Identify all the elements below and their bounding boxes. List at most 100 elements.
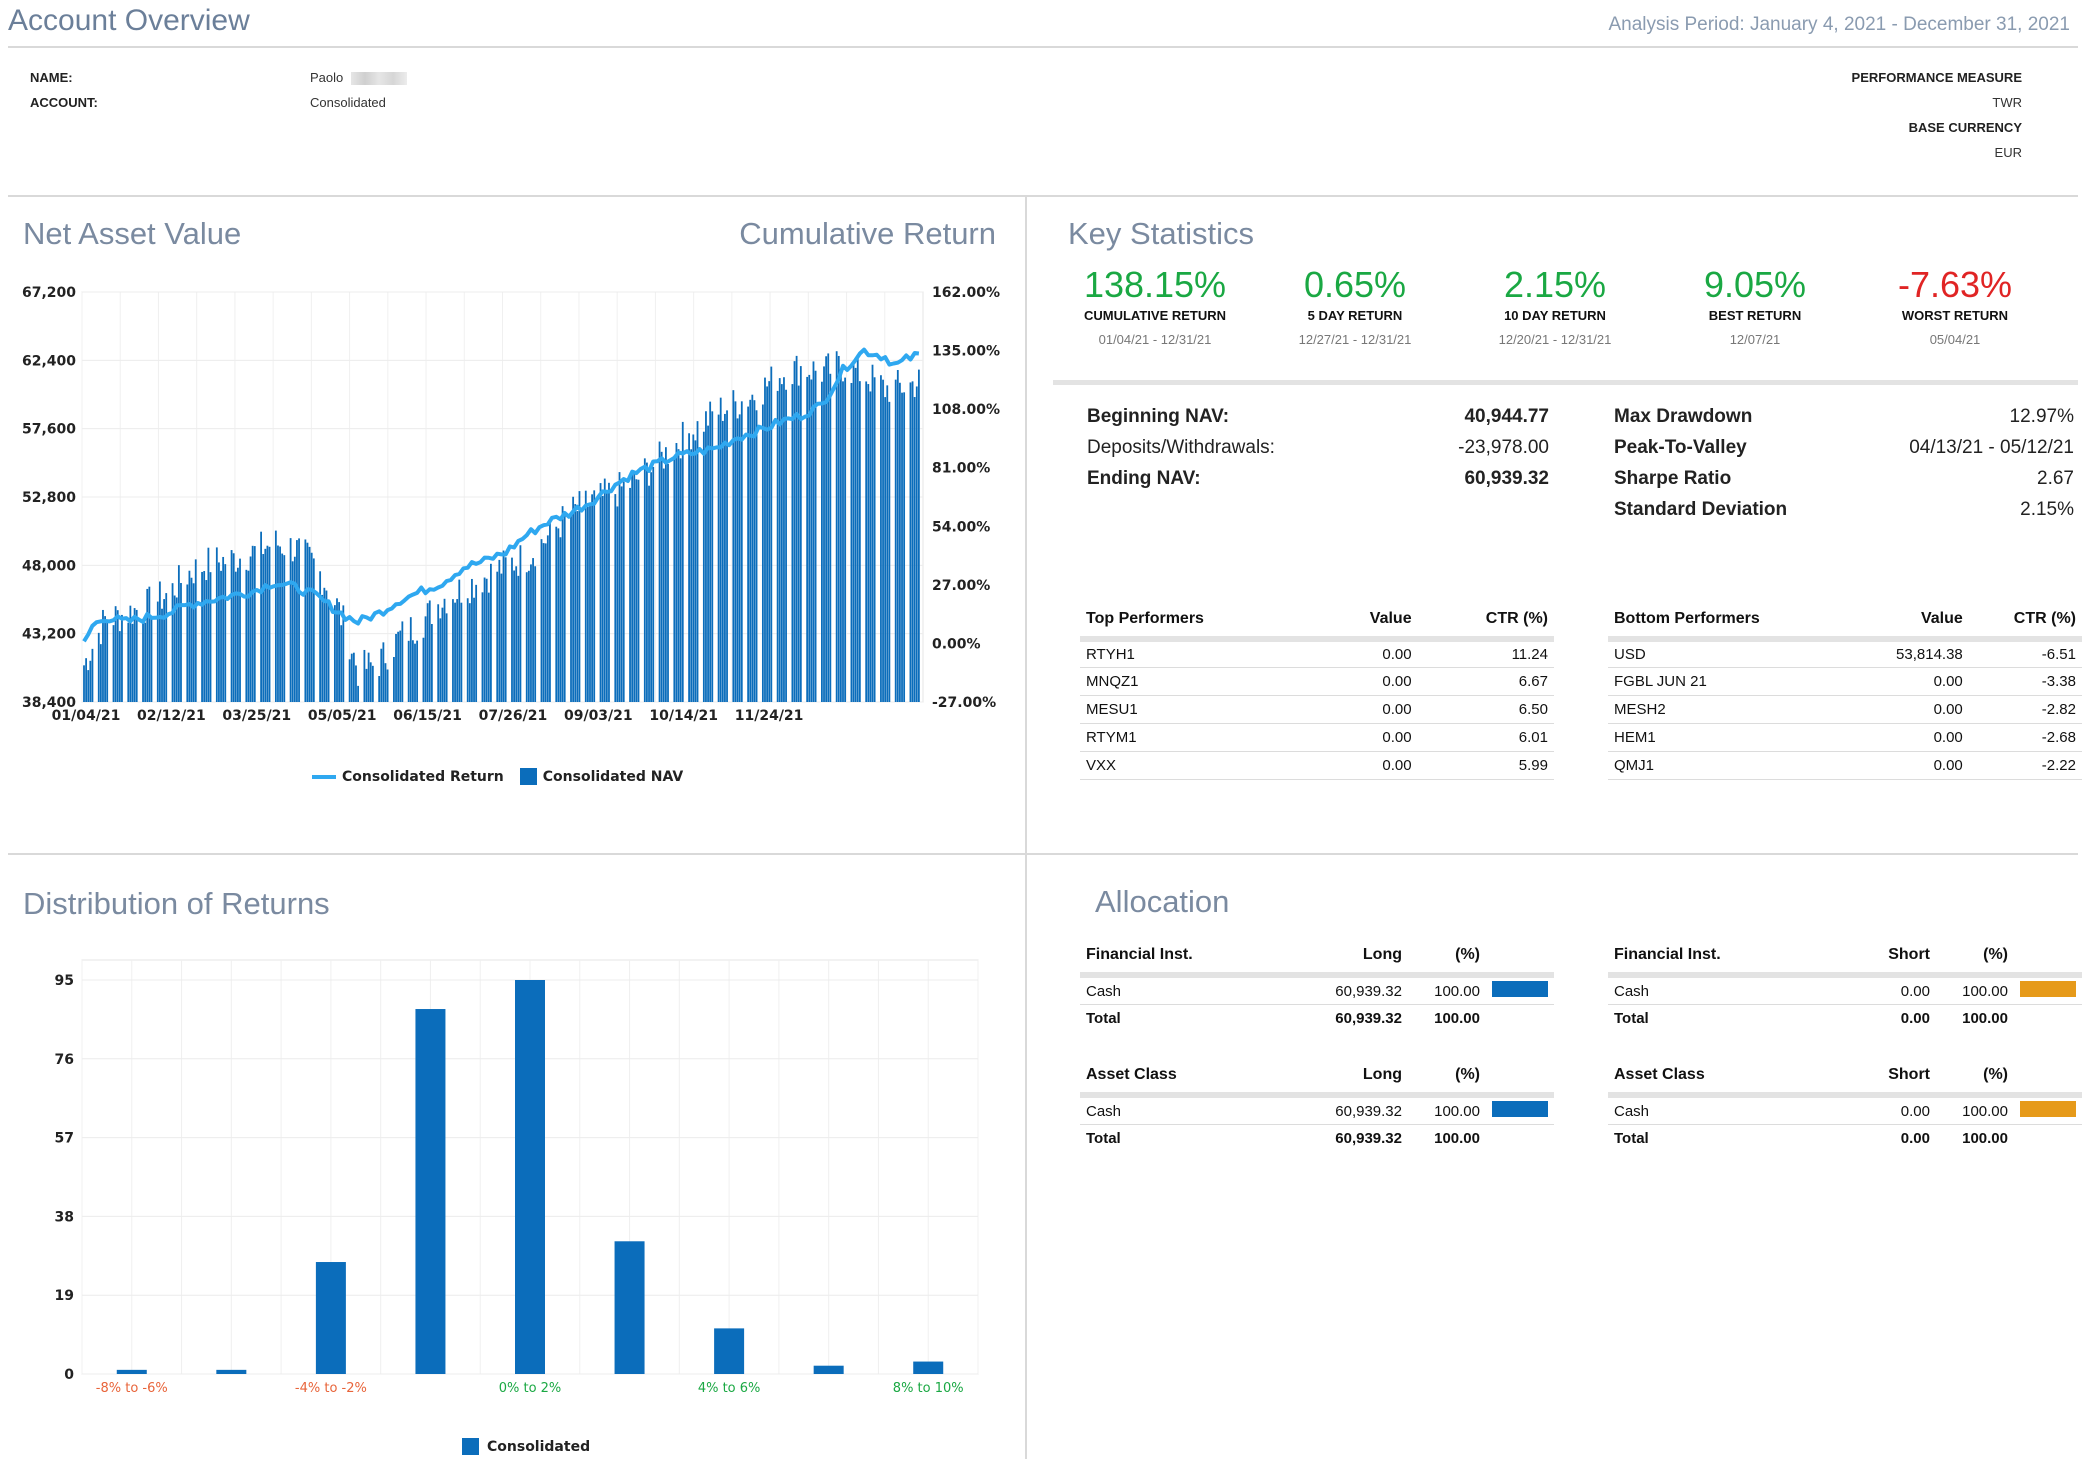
nav-bar bbox=[780, 384, 783, 702]
nav-bar bbox=[854, 367, 857, 702]
nav-bar bbox=[296, 540, 298, 702]
nav-bar bbox=[426, 603, 429, 702]
nav-bar bbox=[901, 392, 903, 702]
cell-ctr: 6.50 bbox=[1417, 695, 1554, 724]
cell-bar bbox=[1486, 1095, 1554, 1125]
nav-bar bbox=[266, 545, 269, 702]
y-tick-label-right: 135.00% bbox=[932, 344, 1000, 360]
nav-bar bbox=[430, 624, 433, 702]
key-stat-range: 12/27/21 - 12/31/21 bbox=[1298, 332, 1412, 347]
nav-bar bbox=[365, 668, 368, 702]
nav-bar bbox=[519, 545, 522, 702]
nav-bar bbox=[814, 370, 817, 702]
fin-inst-short-table: Financial Inst. Short (%) Cash 0.00 100.00… bbox=[1608, 942, 2082, 1033]
table-row: HEM1 0.00 -2.68 bbox=[1608, 723, 2082, 752]
nav-bar bbox=[797, 385, 800, 702]
nav-summary-row: Deposits/Withdrawals: -23,978.00 bbox=[1087, 437, 1549, 468]
risk-row: Peak-To-Valley 04/13/21 - 05/12/21 bbox=[1614, 437, 2074, 468]
y-tick-label: 19 bbox=[55, 1288, 74, 1304]
nav-bar bbox=[407, 640, 410, 702]
nav-bar bbox=[384, 663, 387, 702]
nav-bar bbox=[825, 356, 828, 702]
nav-bar bbox=[112, 625, 115, 702]
y-tick-label-right: 0.00% bbox=[932, 636, 981, 652]
y-tick-label-left: 52,800 bbox=[22, 490, 76, 506]
nav-bar bbox=[544, 543, 547, 702]
nav-bar bbox=[856, 354, 859, 702]
col-bar bbox=[2014, 1062, 2082, 1098]
x-tick-label: 03/25/21 bbox=[222, 708, 291, 724]
nav-bar bbox=[635, 479, 638, 702]
nav-bar bbox=[884, 397, 887, 702]
nav-bar bbox=[808, 374, 811, 702]
col-asset-class: Asset Class bbox=[1608, 1062, 1838, 1098]
nav-bar bbox=[850, 382, 853, 702]
nav-bar bbox=[574, 504, 577, 702]
nav-bar bbox=[498, 559, 501, 702]
cell-ctr: -2.68 bbox=[1968, 723, 2082, 752]
nav-bar bbox=[572, 496, 575, 702]
distribution-bar bbox=[714, 1328, 745, 1374]
cell-name: RTYH1 bbox=[1080, 639, 1319, 668]
cell-total-pct: 100.00 bbox=[1962, 1130, 2008, 1148]
nav-bar bbox=[85, 658, 88, 702]
nav-bar bbox=[658, 441, 661, 702]
nav-bar bbox=[249, 556, 252, 702]
cell-name: MNQZ1 bbox=[1080, 667, 1319, 696]
y-tick-label-right: 81.00% bbox=[932, 461, 990, 477]
y-tick-label-right: 54.00% bbox=[932, 519, 990, 535]
nav-bar bbox=[880, 375, 882, 702]
nav-bar bbox=[251, 545, 254, 702]
col-long: Long bbox=[1310, 942, 1408, 978]
nav-bar bbox=[352, 652, 355, 702]
nav-bar bbox=[298, 538, 300, 702]
cell-empty bbox=[1486, 1125, 1554, 1153]
nav-bar bbox=[622, 481, 625, 702]
nav-bar bbox=[806, 376, 809, 702]
legend-nav-label: Consolidated NAV bbox=[542, 768, 684, 785]
nav-bar bbox=[471, 578, 473, 702]
nav-bar bbox=[312, 558, 315, 702]
cell-total-long: 60,939.32 bbox=[1335, 1010, 1402, 1028]
distribution-bar bbox=[415, 1009, 446, 1374]
cell-name: RTYM1 bbox=[1080, 723, 1319, 752]
nav-bar bbox=[161, 608, 163, 702]
account-label: ACCOUNT: bbox=[30, 95, 98, 110]
x-tick-label: 05/05/21 bbox=[308, 708, 377, 724]
nav-bar bbox=[734, 401, 737, 702]
y-tick-label-left: 38,400 bbox=[22, 695, 76, 711]
nav-bar bbox=[321, 594, 324, 702]
nav-bar bbox=[614, 494, 617, 702]
nav-bar bbox=[692, 434, 695, 702]
nav-bar bbox=[688, 433, 690, 702]
cell-value: 0.00 bbox=[1318, 695, 1418, 724]
allocation-bar-short bbox=[2020, 981, 2076, 997]
cell-total-label: Total bbox=[1614, 1010, 1649, 1028]
nav-bar bbox=[399, 630, 402, 702]
nav-bar bbox=[293, 556, 296, 702]
nav-bar bbox=[99, 644, 102, 702]
ending-nav-label: Ending NAV: bbox=[1087, 468, 1201, 489]
nav-bar bbox=[873, 377, 876, 702]
base-currency-value: EUR bbox=[1994, 145, 2022, 160]
nav-bar bbox=[443, 598, 446, 702]
nav-bar bbox=[487, 592, 490, 702]
allocation-bar-long bbox=[1492, 981, 1548, 997]
nav-bar bbox=[515, 566, 518, 702]
info-divider bbox=[8, 195, 2078, 197]
cell-value: 0.00 bbox=[1318, 667, 1418, 696]
nav-bar bbox=[776, 390, 779, 702]
x-tick-label: -4% to -2% bbox=[295, 1381, 367, 1396]
name-text: Paolo bbox=[310, 70, 344, 85]
nav-bar bbox=[732, 390, 735, 702]
nav-bar bbox=[608, 482, 610, 702]
cell-empty bbox=[1486, 1005, 1554, 1033]
nav-bar bbox=[277, 545, 279, 702]
legend-return-label: Consolidated Return bbox=[342, 768, 504, 785]
nav-bar bbox=[764, 377, 766, 702]
nav-bar bbox=[909, 382, 912, 702]
nav-bar bbox=[835, 351, 838, 702]
nav-summary-row: Ending NAV: 60,939.32 bbox=[1087, 468, 1549, 499]
cell-value: 0.00 bbox=[1318, 639, 1418, 668]
nav-bar bbox=[207, 547, 210, 702]
